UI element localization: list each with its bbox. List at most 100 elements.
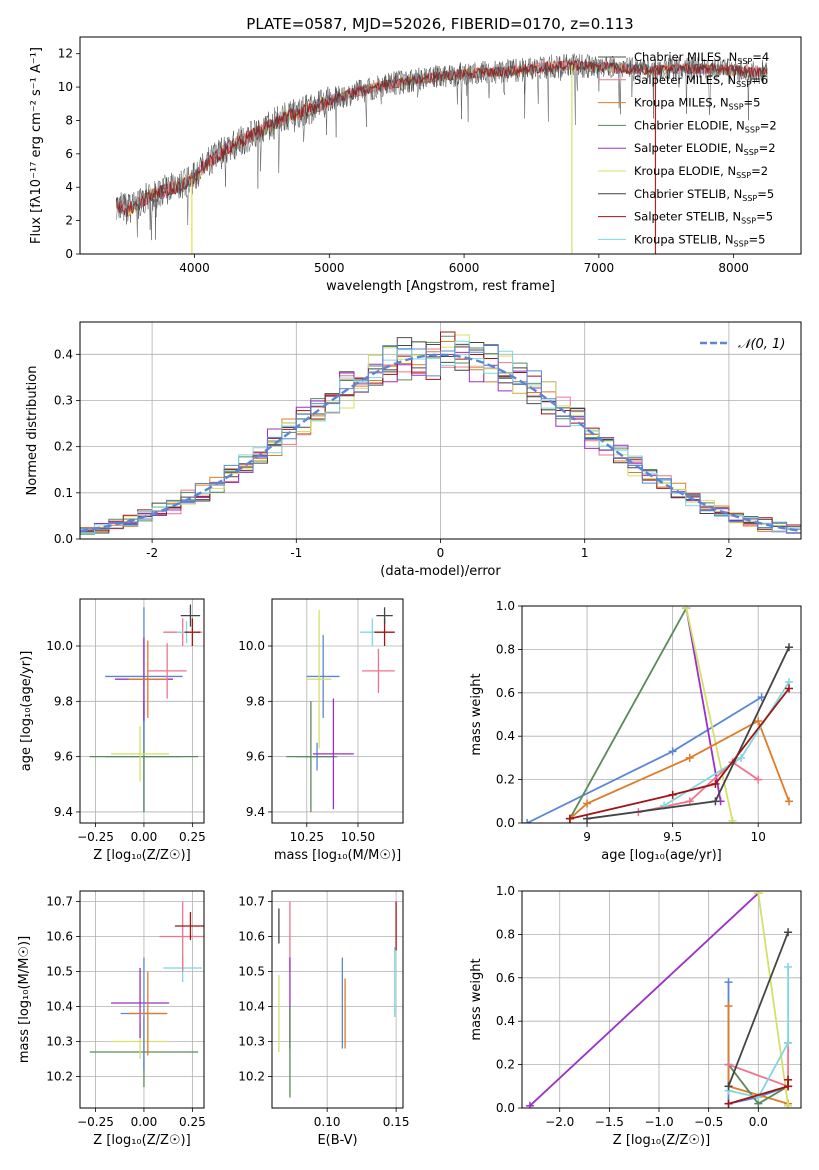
x-tick-label: 8000	[718, 261, 749, 275]
y-tick-label: 0.4	[54, 347, 73, 361]
legend-subscript: SSP	[742, 194, 757, 203]
legend-text: Kroupa MILES, N	[634, 96, 729, 110]
x-tick-label: 1	[581, 546, 589, 560]
weight-marker	[784, 1038, 793, 1047]
y-axis-label: Normed distribution	[25, 366, 40, 496]
errorbar-point	[286, 701, 336, 812]
x-tick-label: 0.25	[179, 1115, 206, 1129]
y-tick-label: 9.6	[54, 750, 73, 764]
y-tick-label: 10.6	[238, 930, 265, 944]
y-tick-label: 0.8	[496, 927, 515, 941]
errorbar-point	[128, 971, 168, 1056]
weight-series-line	[529, 892, 759, 1107]
errorbar-point	[312, 698, 354, 810]
age-vs-mass-panel: 10.25 10.50 9.4 9.6 9.8 10.0 mass [log₁₀(M/M☉)…	[238, 598, 404, 863]
plot-frame	[79, 36, 802, 255]
legend-subscript: SSP	[737, 57, 752, 66]
legend-text: Salpeter STELIB, N	[634, 210, 741, 224]
x-tick-label: −0.25	[77, 1115, 114, 1129]
weight-series-line	[638, 761, 759, 813]
errorbar-point	[128, 640, 168, 718]
weight-marker	[737, 753, 746, 762]
y-tick-label: 0.6	[496, 686, 515, 700]
plot-frame	[79, 321, 802, 540]
x-axis-label: Z [log₁₀(Z/Z☉)]	[613, 1133, 710, 1148]
weight-marker	[784, 928, 793, 937]
spectrum-lines	[116, 53, 768, 254]
x-tick-label: 10	[751, 830, 766, 844]
errorbar-point	[180, 604, 201, 627]
weight-marker	[523, 819, 532, 823]
x-axis-label: wavelength [Angstrom, rest frame]	[326, 279, 555, 294]
x-tick-label: −1.5	[595, 1115, 624, 1129]
weight-series-line	[569, 687, 790, 820]
legend-text: =2	[751, 164, 768, 178]
mass-weight-vs-age-panel: 9 9.5 10 0.0 0.2 0.4 0.6 0.8 1.0 age [log₁₀(age/y…	[469, 599, 802, 863]
y-tick-label: 10.2	[238, 1070, 265, 1084]
legend-text: Salpeter MILES, N	[634, 73, 736, 87]
weight-series-line	[569, 607, 688, 820]
legend-subscript: SSP	[729, 103, 744, 112]
y-tick-label: 10.4	[46, 1000, 73, 1014]
errorbar-point	[362, 648, 395, 694]
x-tick-label: 7000	[584, 261, 615, 275]
y-axis-label: mass weight	[469, 958, 484, 1040]
y-tick-label: 0	[65, 247, 73, 261]
y-tick-label: 9.4	[54, 805, 73, 819]
legend-label: 𝒩(0, 1)	[738, 337, 785, 352]
weight-marker	[711, 779, 720, 788]
weight-marker	[682, 606, 691, 613]
legend-text: Chabrier MILES, N	[634, 50, 737, 64]
y-tick-label: 0.2	[54, 440, 73, 454]
y-tick-label: 0.1	[54, 486, 73, 500]
legend-subscript: SSP	[734, 239, 749, 248]
legend-entry-label: Kroupa STELIB, NSSP=5	[634, 232, 765, 248]
x-tick-label: -1	[290, 546, 302, 560]
errorbar-point	[111, 968, 170, 1038]
weight-marker	[724, 1099, 733, 1108]
spectrum-series-line	[116, 53, 768, 238]
y-tick-label: 0.2	[496, 1058, 515, 1072]
weight-marker	[685, 753, 694, 762]
legend-text: Chabrier STELIB, N	[634, 187, 742, 201]
weight-marker	[784, 962, 793, 971]
x-axis-label: (data-model)/error	[380, 564, 501, 579]
x-tick-label: 0.25	[179, 830, 206, 844]
y-axis-label: mass [log₁₀(M/M☉)]	[17, 936, 32, 1063]
gaussian-curve	[80, 353, 801, 533]
y-tick-label: 0.0	[54, 532, 73, 546]
plot-frame	[79, 890, 205, 1109]
x-axis-label: E(B-V)	[317, 1133, 357, 1148]
legend-subscript: SSP	[741, 217, 756, 226]
x-axis-label: mass [log₁₀(M/M☉)]	[274, 848, 401, 863]
legend-text: Chabrier ELODIE, N	[634, 118, 745, 132]
y-tick-label: 1.0	[496, 884, 515, 898]
y-tick-label: 10.0	[238, 639, 265, 653]
weight-marker	[728, 816, 737, 823]
weight-marker	[754, 775, 763, 784]
legend-entry-label: Salpeter ELODIE, NSSP=2	[634, 141, 776, 157]
legend-entry-label: Kroupa ELODIE, NSSP=2	[634, 164, 768, 180]
x-tick-label: 5000	[314, 261, 345, 275]
legend-text: Kroupa STELIB, N	[634, 232, 734, 246]
x-axis-label: age [log₁₀(age/yr)]	[601, 848, 722, 863]
x-tick-label: 0.10	[314, 1115, 341, 1129]
y-tick-label: 10.2	[46, 1070, 73, 1084]
y-tick-label: 10.0	[46, 639, 73, 653]
x-tick-label: 0.15	[383, 1115, 410, 1129]
y-tick-label: 0.6	[496, 971, 515, 985]
y-axis-label: mass weight	[469, 673, 484, 755]
weight-marker	[583, 814, 592, 823]
errorbar-point	[174, 912, 204, 940]
y-tick-label: 10.3	[238, 1035, 265, 1049]
x-tick-label: 10.25	[290, 830, 324, 844]
y-tick-label: 10.7	[46, 895, 73, 909]
x-tick-label: −2.0	[545, 1115, 574, 1129]
y-tick-label: 10	[58, 80, 73, 94]
plot-frame	[521, 890, 802, 1109]
mass-vs-metallicity-panel: −0.25 0.00 0.25 10.2 10.3 10.4 10.5 10.6 10.7 Z […	[17, 890, 206, 1148]
weight-marker	[724, 1060, 733, 1069]
y-tick-label: 0.4	[496, 729, 515, 743]
weight-marker	[754, 891, 763, 898]
